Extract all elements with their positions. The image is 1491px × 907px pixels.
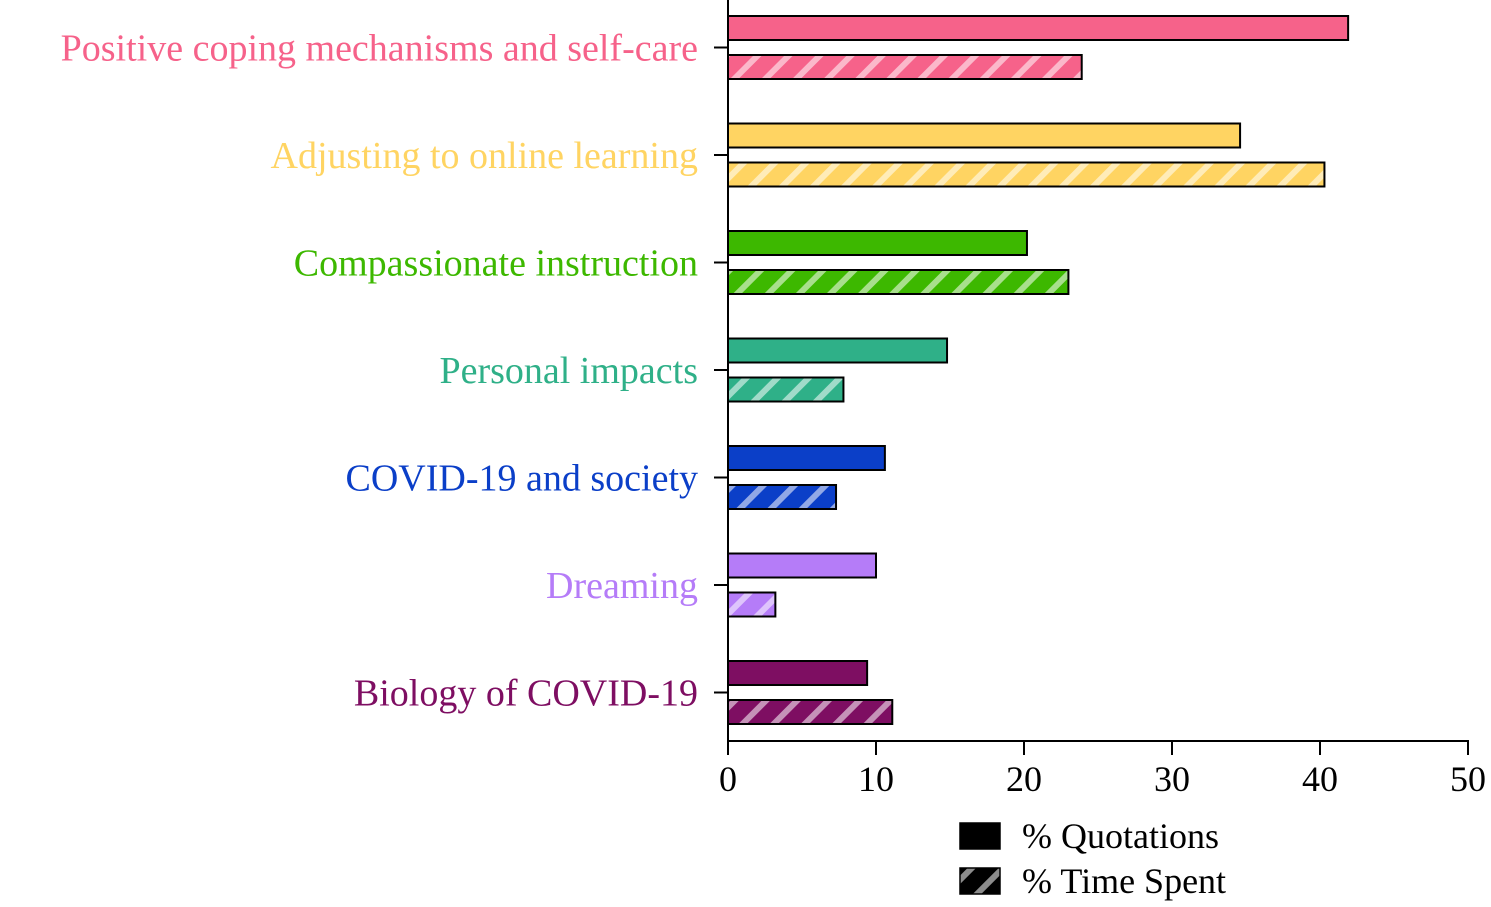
bar-time-spent-6 [727, 591, 777, 618]
bar-quotations-5 [727, 445, 886, 471]
bar-time-spent-2 [727, 161, 1326, 188]
bar-quotations-6 [727, 552, 877, 579]
bar-quotations-3 [727, 230, 1028, 256]
x-tick-label: 10 [858, 759, 894, 799]
legend-swatch-quotations [959, 822, 1001, 850]
legend-label: % Quotations [1022, 816, 1219, 856]
bar-time-spent-3 [727, 269, 1070, 295]
x-tick-label: 30 [1154, 759, 1190, 799]
axes [714, 0, 1469, 755]
x-tick-label: 20 [1006, 759, 1042, 799]
category-label: Positive coping mechanisms and self-care [61, 28, 698, 70]
category-label: Personal impacts [439, 350, 698, 392]
bar-quotations-1 [727, 15, 1350, 41]
category-label: Compassionate instruction [294, 243, 698, 285]
category-label: Biology of COVID-19 [354, 673, 698, 715]
legend-label: % Time Spent [1022, 861, 1226, 901]
bar-time-spent-7 [727, 699, 894, 725]
bar-quotations-4 [727, 337, 949, 364]
bar-time-spent-5 [727, 484, 838, 510]
x-tick-label: 0 [719, 759, 737, 799]
x-tick-label: 50 [1450, 759, 1486, 799]
category-label: Adjusting to online learning [271, 135, 698, 177]
category-label: COVID-19 and society [346, 458, 698, 500]
bar-quotations-7 [727, 660, 869, 686]
category-label: Dreaming [546, 565, 698, 607]
legend: % Quotations % Time Spent [959, 816, 1226, 901]
bars [727, 15, 1350, 725]
bar-quotations-2 [727, 122, 1242, 149]
bar-time-spent-1 [727, 54, 1083, 80]
bar-time-spent-4 [727, 376, 845, 403]
x-tick-labels: 0 10 20 30 40 50 [719, 759, 1486, 799]
category-labels: Positive coping mechanisms and self-care… [61, 28, 698, 715]
x-tick-label: 40 [1302, 759, 1338, 799]
legend-swatch-time-spent [959, 867, 1001, 895]
